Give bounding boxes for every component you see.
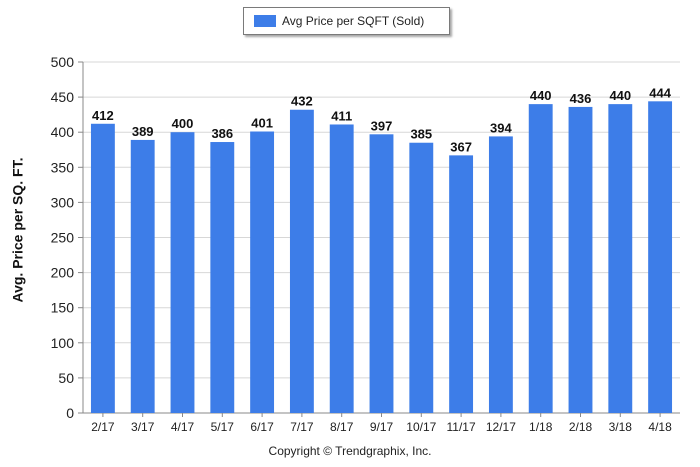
bar — [648, 101, 673, 413]
x-tick-label: 12/17 — [486, 420, 516, 434]
x-tick-label: 9/17 — [370, 420, 394, 434]
x-tick-label: 1/18 — [529, 420, 553, 434]
y-tick-label: 200 — [51, 265, 75, 281]
bar — [170, 132, 195, 413]
x-tick-label: 3/18 — [609, 420, 633, 434]
x-tick-label: 11/17 — [447, 420, 476, 434]
bar — [90, 123, 115, 413]
data-label: 394 — [490, 120, 512, 135]
legend-label: Avg Price per SQFT (Sold) — [282, 14, 425, 28]
x-tick-label: 3/17 — [131, 420, 155, 434]
x-tick-label: 7/17 — [290, 420, 314, 434]
data-label: 412 — [92, 108, 114, 123]
bar — [210, 142, 235, 413]
x-tick-label: 2/17 — [91, 420, 115, 434]
data-label: 440 — [609, 88, 631, 103]
y-tick-label: 500 — [51, 54, 75, 70]
y-tick-label: 100 — [51, 335, 75, 351]
data-label: 400 — [172, 116, 194, 131]
bar — [608, 104, 633, 414]
y-tick-label: 150 — [51, 300, 75, 316]
data-label: 411 — [331, 108, 352, 123]
bar — [449, 155, 474, 413]
x-tick-label: 4/17 — [171, 420, 195, 434]
bar — [250, 131, 275, 414]
y-tick-label: 400 — [51, 124, 75, 140]
bar — [130, 139, 155, 413]
data-label: 397 — [371, 118, 393, 133]
data-label: 386 — [211, 126, 233, 141]
x-tick-label: 10/17 — [406, 420, 436, 434]
x-tick-label: 2/18 — [569, 420, 593, 434]
y-tick-label: 250 — [51, 230, 75, 246]
x-tick-label: 6/17 — [250, 420, 274, 434]
bar — [329, 124, 354, 413]
x-tick-label: 4/18 — [648, 420, 672, 434]
y-tick-label: 0 — [66, 405, 74, 421]
x-tick-label: 8/17 — [330, 420, 354, 434]
y-tick-label: 300 — [51, 194, 75, 210]
y-tick-label: 50 — [58, 370, 74, 386]
data-label: 367 — [450, 139, 472, 154]
bar — [369, 134, 394, 413]
y-tick-label: 450 — [51, 89, 75, 105]
data-label: 432 — [291, 94, 313, 109]
data-label: 436 — [570, 91, 592, 106]
legend-swatch — [254, 15, 276, 27]
y-tick-label: 350 — [51, 159, 75, 175]
data-label: 385 — [410, 127, 432, 142]
bar — [409, 142, 434, 414]
bar — [568, 106, 593, 413]
legend: Avg Price per SQFT (Sold) — [243, 7, 450, 35]
bar — [488, 136, 513, 414]
data-label: 401 — [251, 115, 273, 130]
bar — [528, 104, 553, 414]
copyright-text: Copyright © Trendgraphix, Inc. — [268, 444, 432, 458]
data-label: 444 — [649, 85, 671, 100]
x-tick-label: 5/17 — [211, 420, 235, 434]
data-label: 440 — [530, 88, 552, 103]
bar — [289, 109, 314, 414]
data-label: 389 — [132, 124, 154, 139]
